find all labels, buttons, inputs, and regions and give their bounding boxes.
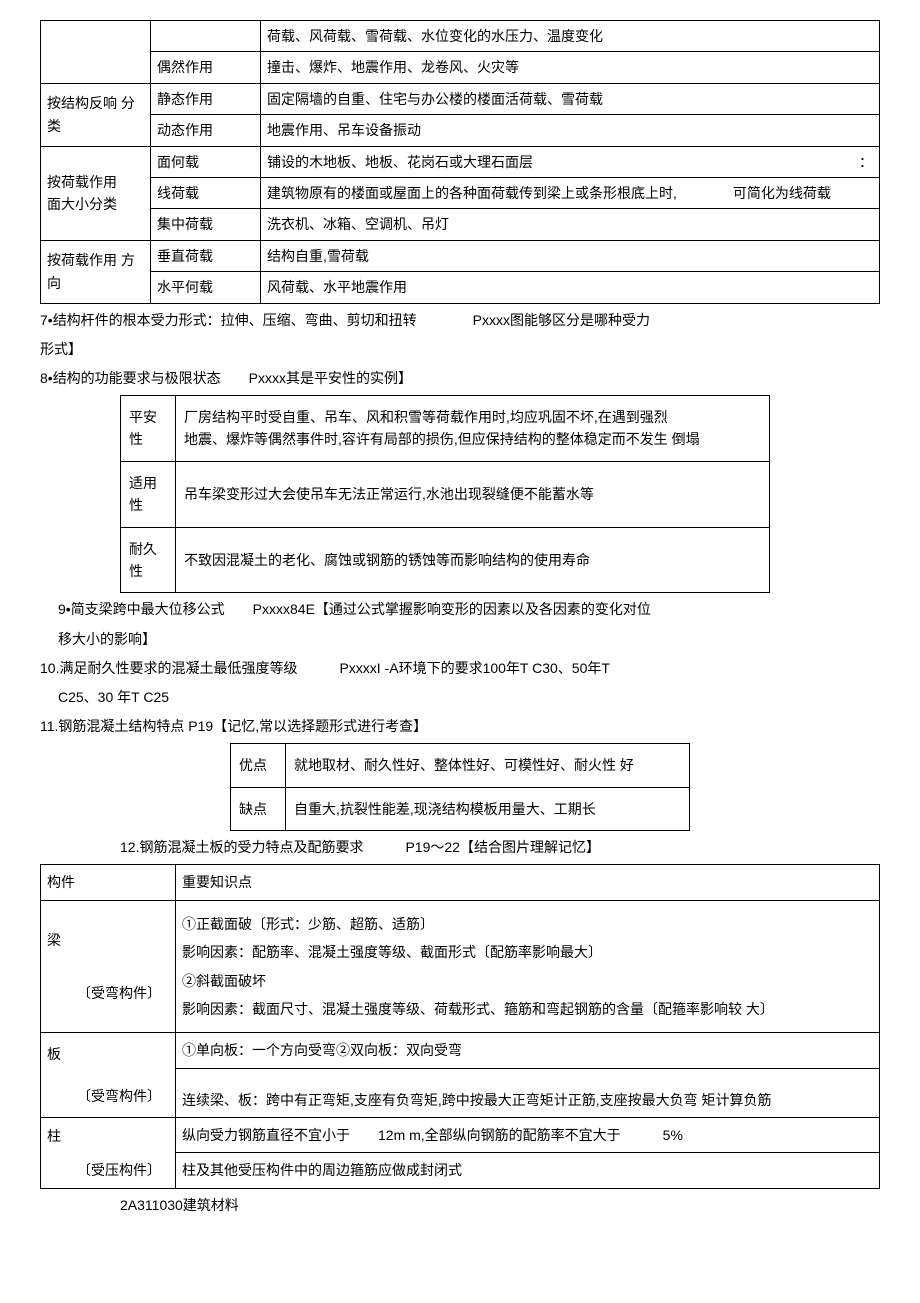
cell: 按荷载作用 面大小分类 (41, 146, 151, 240)
cell: 不致因混凝土的老化、腐蚀或钢筋的锈蚀等而影响结构的使用寿命 (176, 527, 770, 593)
cell-text: 铺设的木地板、地板、花岗石或大理石面层 (267, 154, 533, 170)
cell: 结构自重,雪荷载 (261, 240, 880, 271)
dots-icon: ： (859, 151, 873, 173)
line: 影响因素：截面尺寸、混凝土强度等级、荷载形式、箍筋和弯起钢筋的含量〔配箍率影响较… (182, 998, 873, 1020)
cell: 静态作用 (151, 83, 261, 114)
cell: 固定隔墙的自重、住宅与办公楼的楼面活荷载、雪荷载 (261, 83, 880, 114)
cell: 按结构反响 分类 (41, 83, 151, 146)
paragraph-7: 7•结构杆件的根本受力形式：拉伸、压缩、弯曲、剪切和扭转 Pxxxx图能够区分是… (40, 308, 880, 333)
header-cell: 构件 (41, 865, 176, 900)
cell: 梁 〔受弯构件〕 (41, 900, 176, 1033)
cell: ①单向板：一个方向受弯②双向板：双向受弯 (176, 1033, 880, 1068)
cell: 适用性 (121, 461, 176, 527)
table-function-requirements: 平安性 厂房结构平时受自重、吊车、风和积雪等荷载作用时,均应巩固不坏,在遇到强烈… (120, 395, 770, 593)
cell: 建筑物原有的楼面或屋面上的各种面荷载传到梁上或条形根底上时, 可简化为线荷载 (261, 177, 880, 208)
cell-text: 〔受弯构件〕 (47, 1085, 169, 1107)
cell: 动态作用 (151, 115, 261, 146)
cell-text: 板 (47, 1043, 169, 1065)
cell: 荷载、风荷载、雪荷载、水位变化的水压力、温度变化 (261, 21, 880, 52)
line: 影响因素：配筋率、混凝土强度等级、截面形式〔配筋率影响最大〕 (182, 941, 873, 963)
line: ①正截面破〔形式：少筋、超筋、适筋〕 (182, 913, 873, 935)
table-rc-features: 优点 就地取材、耐久性好、整体性好、可模性好、耐火性 好 缺点 自重大,抗裂性能… (230, 743, 690, 831)
section-footer: 2A311030建筑材料 (120, 1193, 880, 1218)
cell: 按荷载作用 方向 (41, 240, 151, 303)
cell: 厂房结构平时受自重、吊车、风和积雪等荷载作用时,均应巩固不坏,在遇到强烈 地震、… (176, 396, 770, 462)
cell: 铺设的木地板、地板、花岗石或大理石面层 ： (261, 146, 880, 177)
cell: 集中荷载 (151, 209, 261, 240)
paragraph-10b: C25、30 年T C25 (58, 685, 880, 710)
cell: 洗衣机、冰箱、空调机、吊灯 (261, 209, 880, 240)
paragraph-10: 10.满足耐久性要求的混凝土最低强度等级 PxxxxI -A环境下的要求100年… (40, 656, 880, 681)
paragraph-11: 11.钢筋混凝土结构特点 P19【记忆,常以选择题形式进行考查】 (40, 714, 880, 739)
paragraph-9: 9•简支梁跨中最大位移公式 Pxxxx84E【通过公式掌握影响变形的因素以及各因… (58, 597, 880, 622)
table-rc-members: 构件 重要知识点 梁 〔受弯构件〕 ①正截面破〔形式：少筋、超筋、适筋〕 影响因… (40, 864, 880, 1189)
cell: 柱及其他受压构件中的周边箍筋应做成封闭式 (176, 1153, 880, 1188)
cell: 垂直荷载 (151, 240, 261, 271)
paragraph-9b: 移大小的影响】 (58, 627, 880, 652)
cell: 线荷载 (151, 177, 261, 208)
cell: 连续梁、板：跨中有正弯矩,支座有负弯矩,跨中按最大正弯矩计正筋,支座按最大负弯 … (176, 1068, 880, 1117)
cell: 耐久性 (121, 527, 176, 593)
cell-text: 〔受压构件〕 (47, 1159, 169, 1181)
table-load-classification: 荷载、风荷载、雪荷载、水位变化的水压力、温度变化 偶然作用 撞击、爆炸、地震作用… (40, 20, 880, 304)
paragraph-7b: 形式】 (40, 337, 880, 362)
cell-text: 梁 (47, 929, 169, 951)
cell: 平安性 (121, 396, 176, 462)
cell: 偶然作用 (151, 52, 261, 83)
paragraph-12: 12.钢筋混凝土板的受力特点及配筋要求 P19〜22【结合图片理解记忆】 (120, 835, 880, 860)
cell: 板 〔受弯构件〕 (41, 1033, 176, 1118)
cell: ①正截面破〔形式：少筋、超筋、适筋〕 影响因素：配筋率、混凝土强度等级、截面形式… (176, 900, 880, 1033)
cell: 风荷载、水平地震作用 (261, 272, 880, 303)
cell-text: 柱 (47, 1125, 169, 1147)
cell: 地震作用、吊车设备振动 (261, 115, 880, 146)
cell: 面何载 (151, 146, 261, 177)
cell: 优点 (231, 744, 286, 787)
line: ②斜截面破坏 (182, 970, 873, 992)
cell: 柱 〔受压构件〕 (41, 1118, 176, 1189)
header-cell: 重要知识点 (176, 865, 880, 900)
cell: 纵向受力钢筋直径不宜小于 12m m,全部纵向钢筋的配筋率不宜大于 5% (176, 1118, 880, 1153)
cell: 撞击、爆炸、地震作用、龙卷风、火灾等 (261, 52, 880, 83)
cell: 自重大,抗裂性能差,现浇结构模板用量大、工期长 (286, 787, 690, 830)
cell: 就地取材、耐久性好、整体性好、可模性好、耐火性 好 (286, 744, 690, 787)
cell: 吊车梁变形过大会使吊车无法正常运行,水池出现裂缝便不能蓄水等 (176, 461, 770, 527)
cell: 水平何载 (151, 272, 261, 303)
cell: 缺点 (231, 787, 286, 830)
paragraph-8: 8•结构的功能要求与极限状态 Pxxxx其是平安性的实例】 (40, 366, 880, 391)
cell-text: 〔受弯构件〕 (47, 982, 169, 1004)
